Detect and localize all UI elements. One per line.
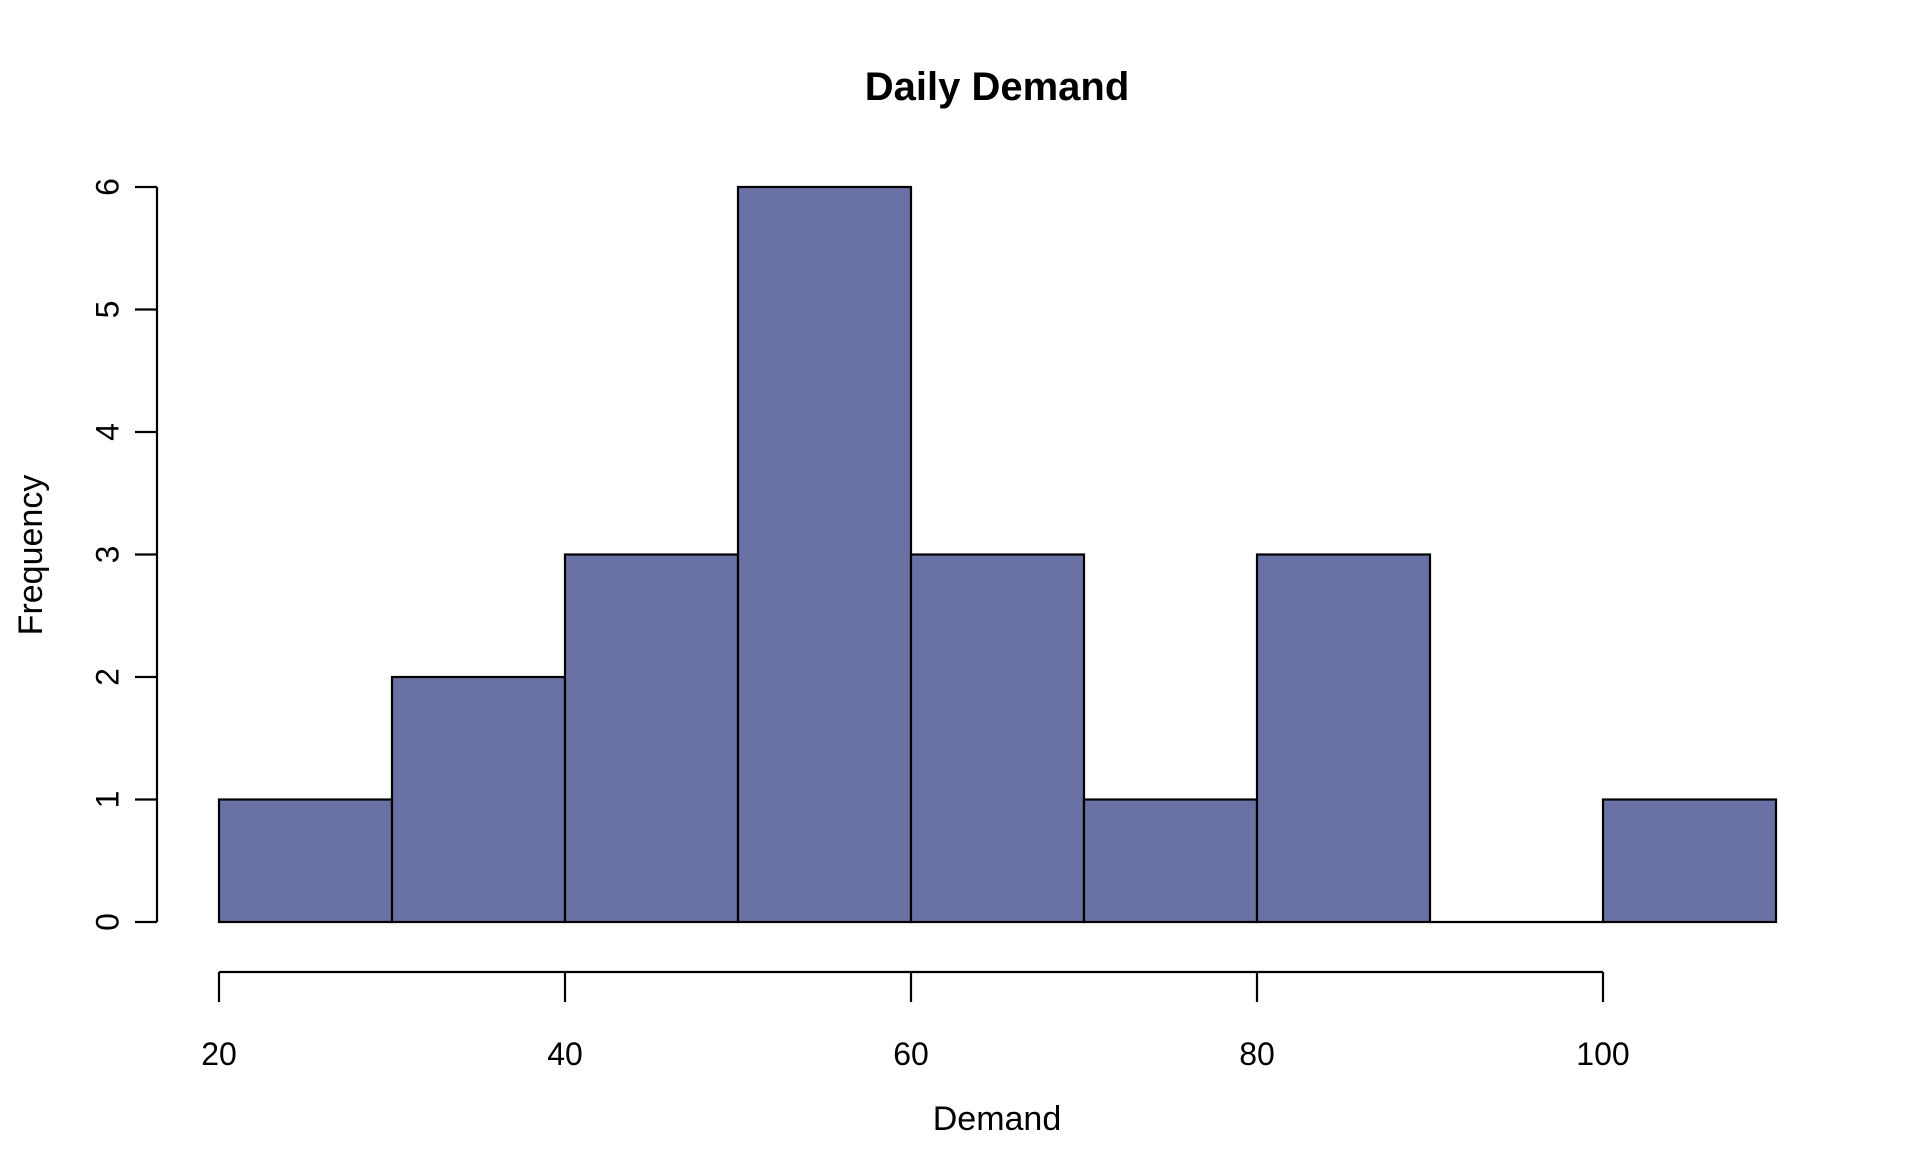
y-tick-label: 6 — [89, 178, 125, 196]
x-axis-label: Demand — [933, 1100, 1062, 1138]
y-tick-label: 0 — [89, 913, 125, 931]
x-tick-label: 40 — [547, 1036, 583, 1072]
x-tick-label: 100 — [1576, 1036, 1629, 1072]
histogram-bar — [909, 553, 1086, 924]
y-tick-label: 3 — [89, 546, 125, 564]
y-tick-label: 1 — [89, 791, 125, 809]
histogram-bar — [217, 798, 394, 924]
y-axis-label: Frequency — [12, 475, 50, 636]
y-tick-label: 4 — [89, 423, 125, 441]
histogram-bar — [563, 553, 740, 924]
y-tick-label: 5 — [89, 301, 125, 319]
chart-title: Daily Demand — [865, 65, 1130, 109]
x-tick-label: 20 — [201, 1036, 237, 1072]
histogram-bar — [736, 185, 913, 924]
histogram-bar — [390, 675, 567, 924]
y-tick-label: 2 — [89, 668, 125, 686]
x-tick-label: 80 — [1239, 1036, 1275, 1072]
x-axis: 20 40 60 80 100 — [201, 970, 1630, 1072]
x-tick-label: 60 — [893, 1036, 929, 1072]
histogram-bar — [1082, 798, 1259, 924]
histogram-bar — [1601, 798, 1778, 924]
histogram-bar — [1255, 553, 1432, 924]
y-axis: 0 1 2 3 4 5 6 — [89, 178, 159, 931]
bars-group — [217, 185, 1778, 924]
